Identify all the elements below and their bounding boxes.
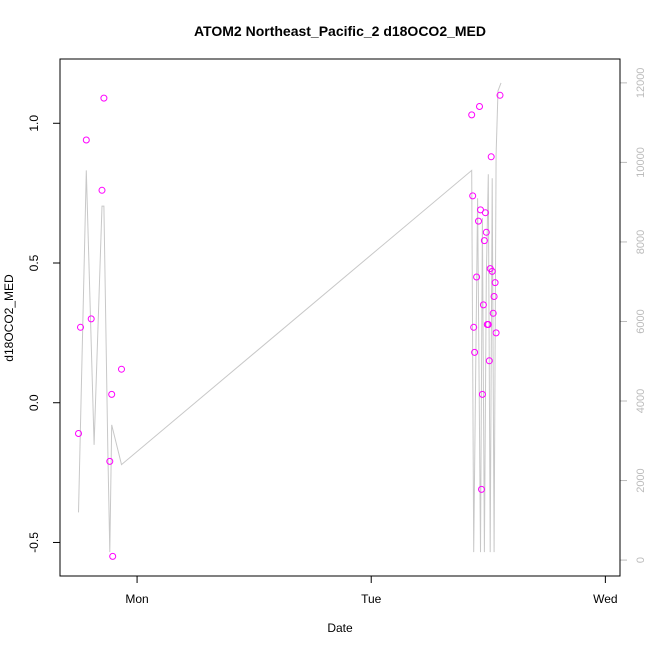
data-point bbox=[482, 228, 490, 236]
data-point bbox=[77, 323, 84, 331]
data-point bbox=[487, 153, 495, 161]
y2-tick-label: 12000 bbox=[635, 68, 647, 99]
data-point bbox=[485, 357, 493, 365]
data-point bbox=[480, 237, 488, 245]
data-point bbox=[481, 209, 489, 217]
y2-tick-label: 4000 bbox=[635, 389, 647, 413]
data-point bbox=[108, 390, 116, 398]
series-line-layer bbox=[78, 82, 502, 553]
data-point bbox=[478, 485, 485, 493]
series-points-layer bbox=[75, 91, 504, 560]
data-point bbox=[82, 136, 90, 144]
data-point bbox=[488, 267, 496, 275]
data-point bbox=[106, 457, 114, 465]
y-tick-label: 1.0 bbox=[27, 115, 41, 132]
chart-title: ATOM2 Northeast_Pacific_2 d18OCO2_MED bbox=[194, 23, 486, 39]
y2-tick-label: 10000 bbox=[635, 147, 647, 178]
series-line bbox=[78, 82, 502, 553]
plot-frame bbox=[59, 58, 621, 577]
data-point bbox=[492, 329, 500, 337]
x-axis-label: Date bbox=[327, 621, 353, 635]
data-point bbox=[100, 94, 108, 102]
y2-tick-label: 0 bbox=[635, 557, 647, 563]
x-tick-label: Wed bbox=[593, 592, 617, 606]
data-point bbox=[468, 111, 476, 119]
data-point bbox=[478, 390, 486, 398]
x-tick-label: Tue bbox=[361, 592, 382, 606]
data-point bbox=[491, 279, 499, 287]
data-point bbox=[75, 430, 82, 437]
data-point bbox=[490, 293, 498, 300]
y2-tick-label: 2000 bbox=[635, 468, 647, 492]
data-point bbox=[489, 309, 497, 317]
data-point bbox=[471, 348, 479, 356]
y-tick-label: 0.0 bbox=[27, 394, 41, 411]
data-point bbox=[118, 365, 125, 373]
data-point bbox=[469, 192, 477, 200]
x-tick-label: Mon bbox=[125, 592, 148, 606]
data-point bbox=[479, 301, 487, 309]
data-point bbox=[470, 323, 478, 331]
axes-layer: Mon Tue Wed -0.5 0.0 0.5 1.0 0 2000 4000 6000 8000 1… bbox=[27, 68, 647, 606]
data-point bbox=[87, 315, 95, 323]
y2-tick-label: 6000 bbox=[635, 309, 647, 333]
data-point bbox=[473, 273, 481, 281]
data-point bbox=[109, 552, 117, 560]
y-tick-label: -0.5 bbox=[27, 532, 41, 553]
data-point bbox=[475, 217, 482, 225]
data-point bbox=[98, 186, 106, 194]
y-tick-label: 0.5 bbox=[27, 254, 41, 271]
data-point bbox=[476, 103, 483, 110]
data-point bbox=[484, 321, 492, 328]
y2-tick-label: 8000 bbox=[635, 230, 647, 254]
data-point bbox=[496, 91, 504, 99]
y-axis-label: d18OCO2_MED bbox=[2, 274, 16, 362]
